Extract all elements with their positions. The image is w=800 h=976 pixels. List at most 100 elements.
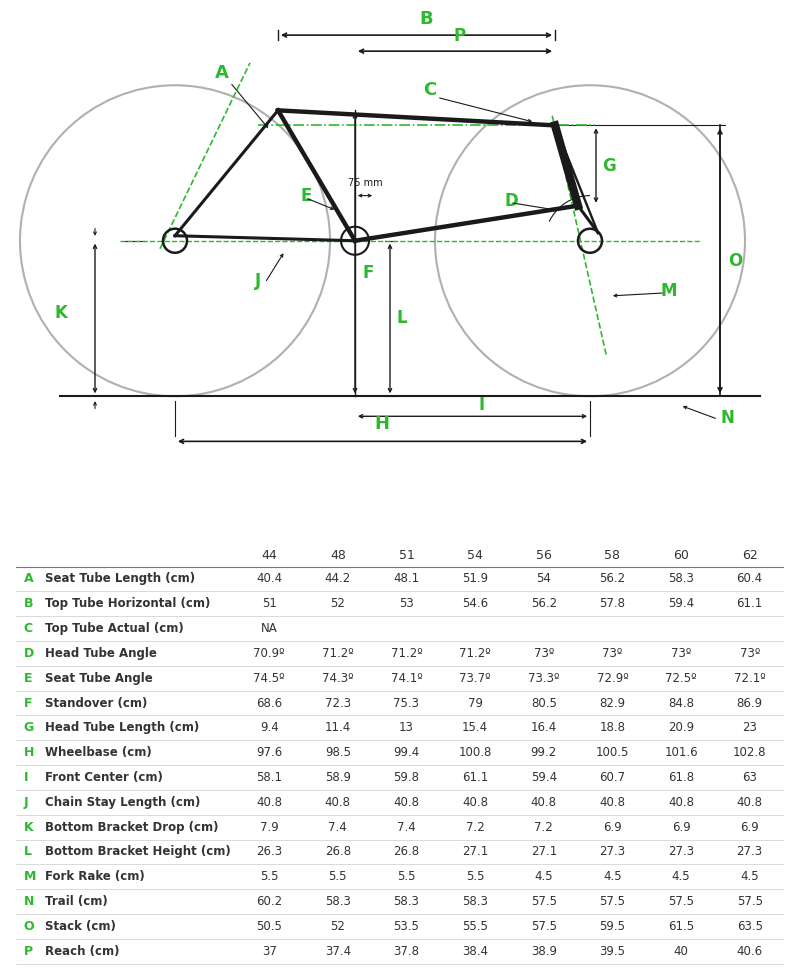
Text: 18.8: 18.8 bbox=[599, 721, 626, 734]
Text: A: A bbox=[24, 572, 34, 586]
Text: 58.3: 58.3 bbox=[462, 895, 488, 908]
Text: Seat Tube Angle: Seat Tube Angle bbox=[45, 671, 153, 685]
Text: P: P bbox=[24, 945, 33, 957]
Text: 60.4: 60.4 bbox=[737, 572, 762, 586]
Text: 102.8: 102.8 bbox=[733, 747, 766, 759]
Text: Standover (cm): Standover (cm) bbox=[45, 697, 147, 710]
Text: J: J bbox=[255, 272, 261, 290]
Text: 74.3º: 74.3º bbox=[322, 671, 354, 685]
Text: H: H bbox=[374, 416, 390, 433]
Text: Stack (cm): Stack (cm) bbox=[45, 920, 116, 933]
Text: L: L bbox=[24, 845, 32, 859]
Text: 63: 63 bbox=[742, 771, 757, 784]
Text: L: L bbox=[396, 309, 406, 328]
Text: 84.8: 84.8 bbox=[668, 697, 694, 710]
Text: 57.5: 57.5 bbox=[668, 895, 694, 908]
Text: M: M bbox=[660, 282, 677, 300]
Text: 37: 37 bbox=[262, 945, 277, 957]
Text: 72.5º: 72.5º bbox=[666, 671, 697, 685]
Text: G: G bbox=[602, 156, 616, 175]
Text: 37.8: 37.8 bbox=[394, 945, 419, 957]
Text: 61.1: 61.1 bbox=[737, 597, 763, 610]
Text: 40.8: 40.8 bbox=[325, 795, 351, 809]
Text: 39.5: 39.5 bbox=[599, 945, 626, 957]
Text: 54: 54 bbox=[536, 572, 551, 586]
Text: Head Tube Length (cm): Head Tube Length (cm) bbox=[45, 721, 199, 734]
Text: 4.5: 4.5 bbox=[534, 871, 553, 883]
Text: 98.5: 98.5 bbox=[325, 747, 351, 759]
Text: 16.4: 16.4 bbox=[530, 721, 557, 734]
Text: 38.4: 38.4 bbox=[462, 945, 488, 957]
Text: K: K bbox=[24, 821, 34, 834]
Text: 71.2º: 71.2º bbox=[322, 647, 354, 660]
Text: 55.5: 55.5 bbox=[462, 920, 488, 933]
Text: 27.3: 27.3 bbox=[668, 845, 694, 859]
Text: 63.5: 63.5 bbox=[737, 920, 762, 933]
Text: Front Center (cm): Front Center (cm) bbox=[45, 771, 163, 784]
Text: 52: 52 bbox=[330, 597, 346, 610]
Text: 26.3: 26.3 bbox=[256, 845, 282, 859]
Text: 80.5: 80.5 bbox=[531, 697, 557, 710]
Text: 58: 58 bbox=[605, 549, 621, 562]
Text: Top Tube Horizontal (cm): Top Tube Horizontal (cm) bbox=[45, 597, 210, 610]
Text: 5.5: 5.5 bbox=[329, 871, 347, 883]
Text: 40.8: 40.8 bbox=[737, 795, 762, 809]
Text: 58.3: 58.3 bbox=[394, 895, 419, 908]
Text: 6.9: 6.9 bbox=[740, 821, 759, 834]
Text: 75 mm: 75 mm bbox=[348, 178, 382, 187]
Text: 27.1: 27.1 bbox=[530, 845, 557, 859]
Text: 73.3º: 73.3º bbox=[528, 671, 559, 685]
Text: 44.2: 44.2 bbox=[325, 572, 351, 586]
Text: 71.2º: 71.2º bbox=[390, 647, 422, 660]
Text: 60.7: 60.7 bbox=[599, 771, 626, 784]
Text: 99.4: 99.4 bbox=[394, 747, 420, 759]
Text: P: P bbox=[454, 27, 466, 45]
Text: 72.9º: 72.9º bbox=[597, 671, 628, 685]
Text: N: N bbox=[720, 409, 734, 427]
Text: I: I bbox=[479, 396, 485, 414]
Text: 73.7º: 73.7º bbox=[459, 671, 491, 685]
Text: 9.4: 9.4 bbox=[260, 721, 278, 734]
Text: 5.5: 5.5 bbox=[398, 871, 416, 883]
Text: 61.8: 61.8 bbox=[668, 771, 694, 784]
Text: 53.5: 53.5 bbox=[394, 920, 419, 933]
Text: 15.4: 15.4 bbox=[462, 721, 488, 734]
Text: I: I bbox=[24, 771, 28, 784]
Text: 6.9: 6.9 bbox=[672, 821, 690, 834]
Text: 97.6: 97.6 bbox=[256, 747, 282, 759]
Text: K: K bbox=[55, 305, 68, 322]
Text: 40.8: 40.8 bbox=[462, 795, 488, 809]
Text: 59.8: 59.8 bbox=[394, 771, 419, 784]
Text: 61.1: 61.1 bbox=[462, 771, 488, 784]
Text: 82.9: 82.9 bbox=[599, 697, 626, 710]
Text: 61.5: 61.5 bbox=[668, 920, 694, 933]
Text: 40.4: 40.4 bbox=[256, 572, 282, 586]
Text: 53: 53 bbox=[399, 597, 414, 610]
Text: 57.5: 57.5 bbox=[530, 920, 557, 933]
Text: 44: 44 bbox=[262, 549, 277, 562]
Text: 7.2: 7.2 bbox=[534, 821, 553, 834]
Text: 70.9º: 70.9º bbox=[254, 647, 285, 660]
Text: Bottom Bracket Drop (cm): Bottom Bracket Drop (cm) bbox=[45, 821, 218, 834]
Text: 4.5: 4.5 bbox=[740, 871, 759, 883]
Text: Fork Rake (cm): Fork Rake (cm) bbox=[45, 871, 145, 883]
Text: 40.6: 40.6 bbox=[737, 945, 762, 957]
Text: 86.9: 86.9 bbox=[737, 697, 762, 710]
Text: J: J bbox=[24, 795, 28, 809]
Text: 68.6: 68.6 bbox=[256, 697, 282, 710]
Text: 72.1º: 72.1º bbox=[734, 671, 766, 685]
Text: Bottom Bracket Height (cm): Bottom Bracket Height (cm) bbox=[45, 845, 231, 859]
Text: 57.5: 57.5 bbox=[599, 895, 626, 908]
Text: Seat Tube Length (cm): Seat Tube Length (cm) bbox=[45, 572, 195, 586]
Text: 79: 79 bbox=[468, 697, 482, 710]
Text: F: F bbox=[24, 697, 32, 710]
Text: 75.3: 75.3 bbox=[394, 697, 419, 710]
Text: 5.5: 5.5 bbox=[260, 871, 278, 883]
Text: 13: 13 bbox=[399, 721, 414, 734]
Text: 56.2: 56.2 bbox=[530, 597, 557, 610]
Text: 56.2: 56.2 bbox=[599, 572, 626, 586]
Text: 51: 51 bbox=[262, 597, 277, 610]
Text: 72.3: 72.3 bbox=[325, 697, 351, 710]
Text: 54.6: 54.6 bbox=[462, 597, 488, 610]
Text: 54: 54 bbox=[467, 549, 483, 562]
